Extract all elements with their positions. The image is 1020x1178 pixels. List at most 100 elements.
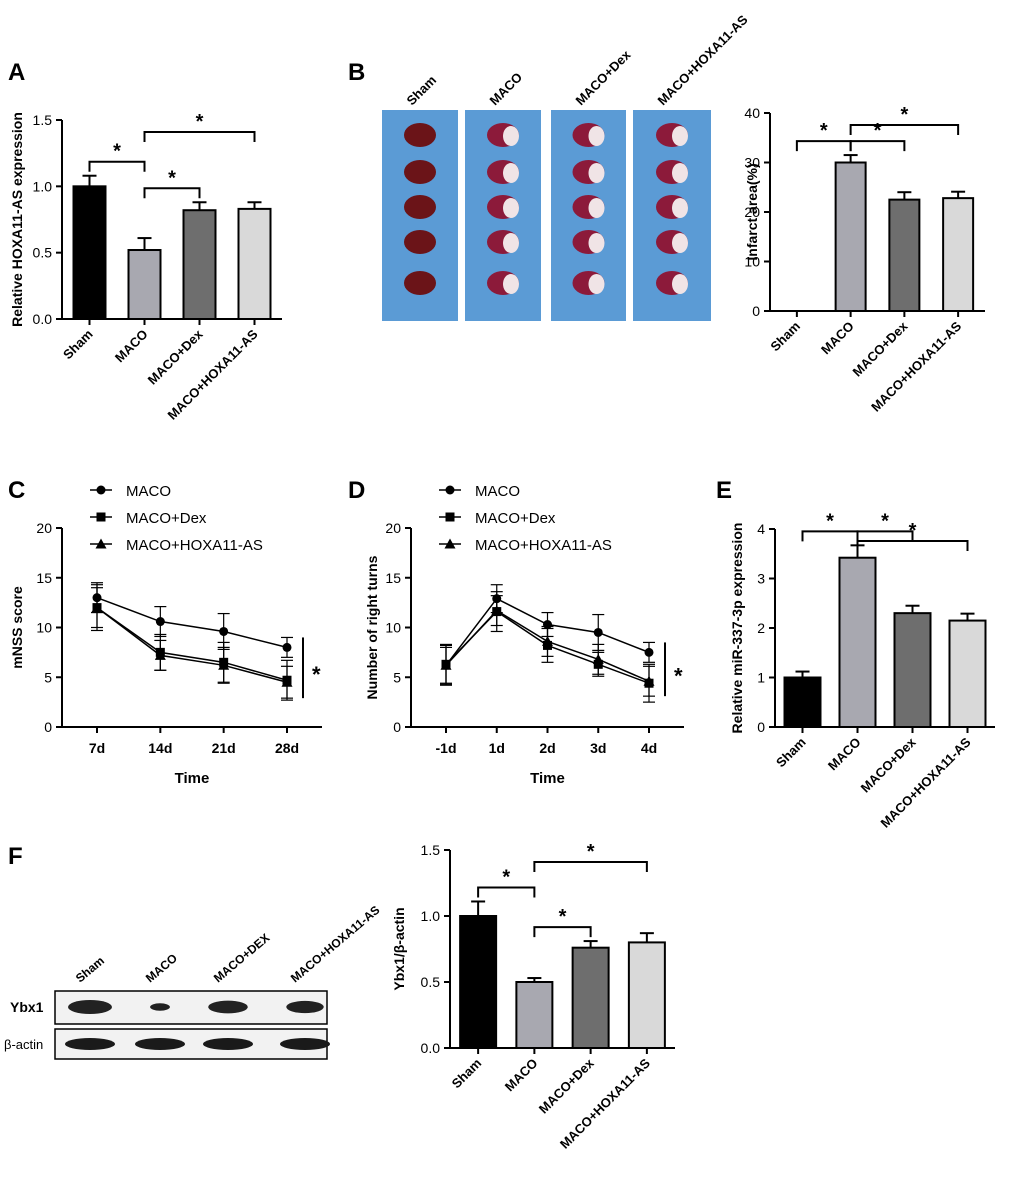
significance-bracket	[795, 140, 852, 152]
x-tick-label: MACO	[825, 735, 864, 774]
brain-slice-images: Sham MACO MACO+Dex MACO+HOXA11-AS	[382, 12, 751, 321]
marker-triangle	[592, 653, 604, 664]
y-tick-label: 1	[757, 670, 765, 686]
marker-triangle	[281, 676, 293, 687]
x-tick-label: MACO+Dex	[536, 1055, 597, 1116]
y-axis-label: Ybx1/β-actin	[391, 907, 407, 990]
y-tick-label: 20	[744, 204, 760, 220]
marker-triangle	[95, 538, 107, 549]
y-tick-label: 5	[393, 669, 401, 685]
significance-bracket	[533, 926, 592, 938]
row-label: β-actin	[4, 1037, 43, 1052]
significance-star: *	[113, 141, 121, 163]
bar	[571, 946, 610, 1049]
chart-e-mir337-expression: 0 1 2 3 4 Relative miR-337-3p expression Sham M…	[729, 510, 995, 831]
y-axis-label: Relative HOXA11-AS expression	[9, 112, 25, 327]
lane-label: Sham	[73, 954, 107, 986]
lane-label: MACO+DEX	[211, 931, 272, 986]
lane-label: MACO+HOXA11-AS	[288, 903, 383, 986]
marker-triangle	[218, 659, 230, 670]
x-tick-label: MACO	[502, 1056, 541, 1095]
marker-triangle	[444, 538, 456, 549]
legend-label: MACO+HOXA11-AS	[475, 537, 612, 554]
blot-band	[280, 1038, 330, 1050]
bar	[893, 612, 932, 729]
marker-square	[96, 512, 106, 522]
y-tick-label: 0	[393, 719, 401, 735]
western-blot-image: Sham MACO MACO+DEX MACO+HOXA11-AS Ybx1 β-acti…	[4, 903, 383, 1060]
bar	[838, 556, 877, 729]
y-tick-label: 10	[36, 620, 52, 636]
x-tick-label: Sham	[767, 319, 803, 355]
row-label: Ybx1	[10, 999, 44, 1015]
x-tick-label: 1d	[489, 740, 505, 756]
significance-star: *	[874, 120, 882, 142]
significance-star: *	[196, 111, 204, 133]
legend-label: MACO	[126, 483, 171, 500]
x-tick-label: MACO	[112, 327, 151, 366]
x-tick-label: 28d	[275, 740, 299, 756]
lane-label: MACO+HOXA11-AS	[655, 12, 751, 108]
significance-bracket	[477, 886, 536, 898]
significance-star: *	[820, 120, 828, 142]
infarct-region	[588, 233, 605, 253]
significance-star: *	[881, 510, 889, 532]
brain-slice	[404, 195, 436, 219]
marker-circle	[593, 627, 603, 637]
x-tick-label: 7d	[89, 740, 105, 756]
significance-bracket	[143, 131, 256, 142]
x-axis-label: Time	[530, 770, 565, 787]
infarct-region	[672, 274, 688, 294]
blot-band	[286, 1000, 324, 1014]
infarct-region	[588, 274, 605, 294]
marker-circle	[155, 617, 165, 627]
blot-band	[65, 1038, 115, 1050]
panel-label-b: B	[348, 59, 365, 86]
blot-band	[135, 1038, 185, 1050]
bar	[127, 249, 162, 320]
marker-triangle	[154, 649, 166, 660]
bar	[627, 941, 666, 1050]
infarct-region	[672, 163, 688, 183]
panel-label-d: D	[348, 477, 365, 504]
y-tick-label: 40	[744, 105, 760, 121]
y-axis-label: mNSS score	[9, 586, 25, 669]
y-axis-label: Relative miR-337-3p expression	[729, 523, 745, 734]
chart-f-ybx1-ratio: 0.0 0.5 1.0 1.5 Ybx1/β-actin Sham MACOMACO+Dex…	[391, 841, 675, 1152]
y-axis-label: Infarct area(%)	[744, 163, 760, 260]
infarct-region	[672, 198, 688, 218]
series-line	[96, 607, 288, 683]
y-tick-label: 0	[752, 303, 760, 319]
y-tick-label: 1.0	[421, 908, 441, 924]
significance-bracket	[533, 861, 648, 872]
y-tick-label: 10	[385, 620, 401, 636]
panel-label-a: A	[8, 59, 25, 86]
bar	[459, 915, 498, 1049]
series-line	[96, 596, 288, 649]
bar	[834, 161, 867, 312]
x-tick-label: -1d	[436, 740, 457, 756]
significance-star: *	[826, 510, 834, 532]
panel-label-f: F	[8, 843, 23, 870]
significance-star: *	[559, 906, 567, 928]
y-tick-label: 0	[757, 719, 765, 735]
infarct-region	[588, 198, 605, 218]
y-axis-label: Number of right turns	[364, 555, 380, 699]
significance-star: *	[900, 104, 908, 126]
blot-band	[208, 1000, 248, 1014]
y-tick-label: 20	[36, 520, 52, 536]
x-tick-label: 3d	[590, 740, 606, 756]
bar	[72, 185, 107, 320]
significance-bracket	[849, 140, 906, 152]
y-tick-label: 1.0	[33, 178, 53, 194]
x-tick-label: Sham	[60, 327, 96, 363]
blot-band	[68, 1000, 112, 1014]
bar	[783, 676, 822, 728]
significance-bracket	[88, 160, 146, 172]
bar	[182, 209, 217, 320]
brain-slice	[404, 123, 436, 147]
y-tick-label: 0.0	[421, 1040, 441, 1056]
significance-bracket	[801, 530, 859, 542]
